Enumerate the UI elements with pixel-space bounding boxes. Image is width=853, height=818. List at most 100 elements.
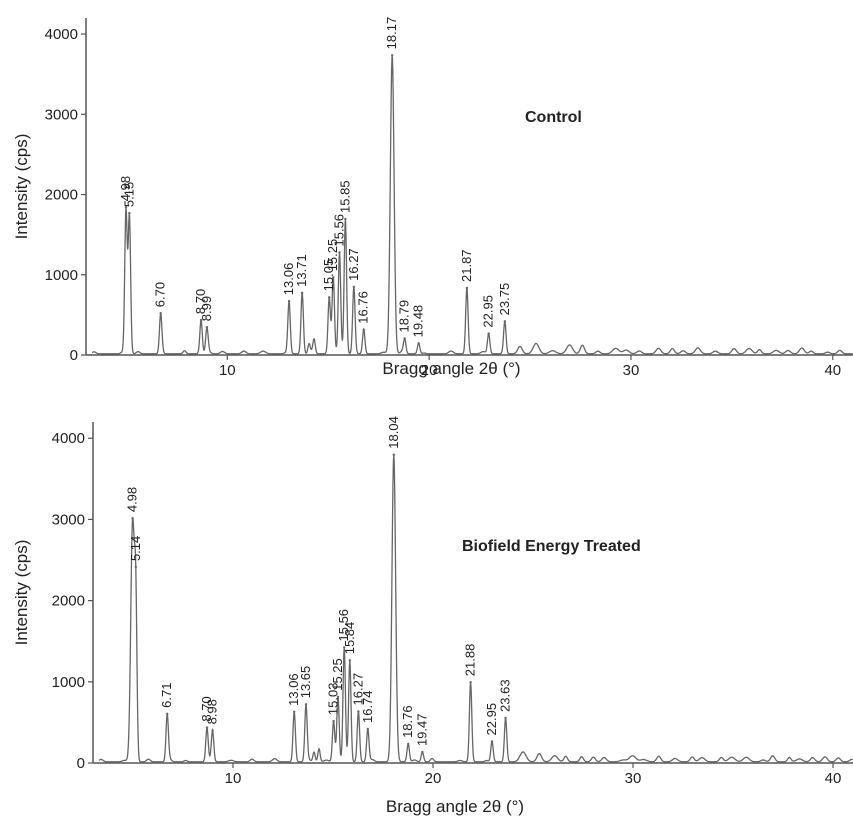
peak-label: 13.65 bbox=[298, 666, 313, 699]
x-tick-label: 20 bbox=[425, 770, 442, 787]
peak-label: 4.98 bbox=[118, 176, 133, 201]
peak-marker bbox=[357, 710, 360, 713]
peak-marker bbox=[392, 453, 395, 456]
peak-label: 13.06 bbox=[286, 673, 301, 706]
x-tick-label: 30 bbox=[623, 362, 640, 379]
peak-marker bbox=[343, 646, 346, 649]
peak-label: 15.85 bbox=[337, 180, 352, 213]
x-tick-label: 10 bbox=[225, 770, 242, 787]
y-tick-label: 2000 bbox=[45, 187, 78, 204]
peak-label: 18.17 bbox=[384, 17, 399, 50]
peak-marker bbox=[211, 729, 214, 732]
peak-marker bbox=[199, 318, 203, 322]
x-tick-label: 10 bbox=[219, 362, 236, 379]
peak-marker bbox=[159, 312, 162, 315]
peak-label: 23.75 bbox=[497, 283, 512, 316]
xrd-pattern-line bbox=[98, 454, 853, 763]
y-tick-label: 4000 bbox=[45, 26, 78, 43]
peak-marker bbox=[348, 659, 351, 662]
peak-label: 13.71 bbox=[294, 254, 309, 287]
peak-label: 22.95 bbox=[484, 703, 499, 736]
peak-marker bbox=[166, 712, 169, 716]
y-tick-label: 0 bbox=[70, 347, 78, 364]
peak-label: 6.70 bbox=[153, 282, 168, 307]
x-axis-title: Bragg angle 2θ (°) bbox=[382, 359, 520, 378]
peak-label: 8.70 bbox=[199, 696, 214, 721]
panel-title: Control bbox=[525, 109, 582, 126]
peak-marker bbox=[366, 727, 369, 731]
peak-marker bbox=[421, 750, 424, 754]
peak-label: 15.03 bbox=[326, 683, 341, 716]
peak-marker bbox=[300, 291, 304, 295]
peak-marker bbox=[487, 332, 490, 335]
peak-label: 22.95 bbox=[481, 295, 496, 328]
peak-label: 15.56 bbox=[332, 214, 347, 247]
peak-label: 16.27 bbox=[346, 248, 361, 281]
y-tick-label: 3000 bbox=[45, 106, 78, 123]
peak-marker bbox=[124, 206, 128, 209]
y-tick-label: 4000 bbox=[52, 430, 85, 447]
panel-title: Biofield Energy Treated bbox=[462, 538, 641, 555]
peak-marker bbox=[465, 286, 469, 290]
peak-marker bbox=[390, 54, 394, 57]
peak-label: 16.76 bbox=[356, 291, 371, 324]
xrd-panel-2: 0 1000 2000 3000 4000 10 20 30 40 Bragg angle 2θ … bbox=[12, 416, 853, 816]
peak-marker bbox=[469, 681, 472, 684]
y-tick-label: 1000 bbox=[45, 267, 78, 284]
peak-marker bbox=[287, 300, 291, 303]
peak-label: 16.74 bbox=[360, 690, 375, 723]
peak-label: 15.25 bbox=[330, 658, 345, 691]
y-tick-label: 3000 bbox=[52, 511, 85, 528]
x-tick-label: 20 bbox=[421, 362, 438, 379]
peak-marker bbox=[131, 516, 134, 520]
peak-label: 15.05 bbox=[321, 259, 336, 292]
peak-label: 19.48 bbox=[411, 305, 426, 338]
peak-label: 13.06 bbox=[281, 263, 296, 296]
y-tick-label: 1000 bbox=[52, 674, 85, 691]
peak-marker bbox=[407, 742, 410, 746]
peak-label: 5.15 bbox=[121, 182, 136, 207]
peak-marker bbox=[134, 565, 137, 569]
peak-marker bbox=[128, 211, 131, 215]
peak-label: 18.79 bbox=[397, 300, 412, 333]
peak-marker bbox=[336, 695, 340, 698]
peak-marker bbox=[205, 326, 209, 329]
peak-label: 8.70 bbox=[193, 289, 208, 314]
x-tick-label: 30 bbox=[625, 770, 642, 787]
peak-label: 6.71 bbox=[159, 683, 174, 708]
peak-label: 23.63 bbox=[498, 679, 513, 712]
peak-marker bbox=[490, 740, 494, 743]
xrd-panel-1: 0 1000 2000 3000 4000 10 20 30 40 Bragg angle 2θ … bbox=[12, 17, 853, 379]
peak-marker bbox=[503, 320, 507, 323]
x-tick-label: 40 bbox=[824, 362, 841, 379]
peak-marker bbox=[362, 328, 365, 331]
peak-label: 5.14 bbox=[128, 536, 143, 561]
peak-marker bbox=[332, 276, 335, 279]
peak-marker bbox=[293, 710, 296, 714]
y-axis-title: Intensity (cps) bbox=[12, 134, 31, 240]
y-axis-title: Intensity (cps) bbox=[12, 540, 31, 646]
peak-marker bbox=[352, 285, 356, 289]
peak-label: 15.25 bbox=[325, 239, 340, 272]
peak-label: 15.56 bbox=[336, 609, 351, 642]
peak-marker bbox=[205, 726, 209, 729]
y-tick-label: 0 bbox=[77, 755, 85, 772]
peak-label: 16.27 bbox=[350, 673, 365, 706]
peak-marker bbox=[328, 296, 331, 299]
peak-marker bbox=[344, 217, 347, 221]
peak-marker bbox=[504, 716, 507, 720]
peak-label: 8.99 bbox=[199, 296, 214, 321]
peak-label: 15.84 bbox=[342, 622, 357, 655]
peak-label: 19.47 bbox=[414, 713, 429, 746]
peak-label: 21.87 bbox=[459, 249, 474, 282]
peak-marker bbox=[338, 251, 341, 254]
peak-marker bbox=[304, 703, 308, 706]
peak-marker bbox=[417, 342, 420, 345]
peak-label: 18.04 bbox=[386, 416, 401, 449]
peak-label: 21.88 bbox=[463, 644, 478, 677]
peak-label: 4.98 bbox=[125, 487, 140, 512]
peak-label: 8.98 bbox=[205, 699, 220, 724]
peak-marker bbox=[332, 719, 335, 723]
peak-marker bbox=[403, 337, 406, 340]
